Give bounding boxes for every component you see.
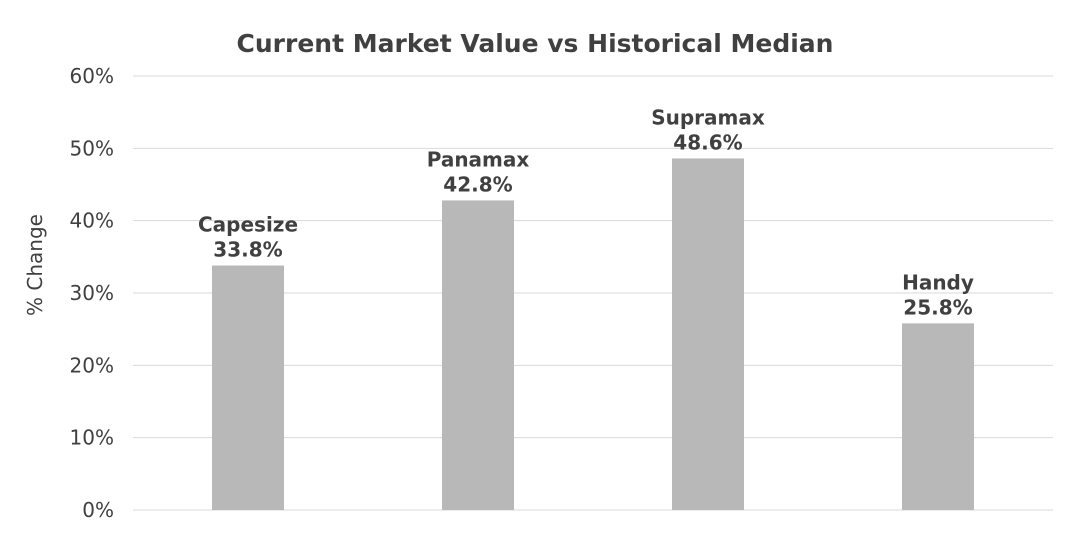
bar-category-label-supramax: Supramax — [651, 105, 765, 129]
bar-category-label-handy: Handy — [902, 270, 974, 294]
y-tick-label: 0% — [82, 498, 114, 522]
y-tick-label: 30% — [70, 281, 114, 305]
bar-value-label-handy: 25.8% — [903, 295, 972, 319]
bar-value-label-panamax: 42.8% — [443, 172, 512, 196]
bar-capesize — [212, 265, 284, 510]
gridlines — [133, 75, 1053, 511]
chart-title: Current Market Value vs Historical Media… — [237, 29, 834, 58]
y-tick-label: 40% — [70, 209, 114, 233]
bar-value-label-capesize: 33.8% — [213, 238, 282, 262]
y-tick-label: 50% — [70, 136, 114, 160]
y-axis-label: % Change — [23, 214, 47, 316]
bar-value-label-supramax: 48.6% — [673, 130, 742, 154]
y-tick-label: 60% — [70, 64, 114, 88]
bar-supramax — [672, 158, 744, 510]
bar-panamax — [442, 200, 514, 510]
y-axis-ticks: 0% 10% 20% 30% 40% 50% 60% — [70, 64, 114, 522]
bar-category-label-panamax: Panamax — [427, 147, 530, 171]
bars — [212, 158, 974, 510]
y-tick-label: 20% — [70, 353, 114, 377]
bar-category-label-capesize: Capesize — [198, 213, 298, 237]
y-tick-label: 10% — [70, 426, 114, 450]
bar-handy — [902, 323, 974, 510]
